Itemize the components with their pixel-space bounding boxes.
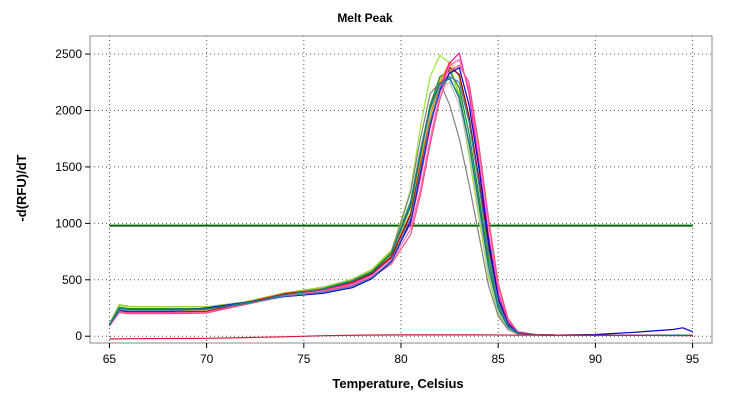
series-line-8 [108,66,693,336]
axes: 65 70 75 80 85 90 95 0 500 1000 1500 2000 2500 [55,47,699,366]
series-line-1 [108,54,693,336]
x-tick-label: 75 [297,352,311,366]
x-tick-label: 85 [492,352,506,366]
x-tick-label: 70 [200,352,214,366]
series-line-7 [108,61,693,336]
y-tick-label: 0 [75,329,82,343]
chart-title: Melt Peak [337,11,393,25]
y-tick-label: 1000 [55,216,82,230]
x-tick-label: 65 [103,352,117,366]
series-line-10 [108,59,693,336]
series-line-2 [108,69,693,336]
grid [90,36,712,343]
y-axis-label: -d(RFU)/dT [14,154,29,221]
y-tick-label: 500 [62,273,82,287]
series-line-15 [109,334,693,340]
y-tick-label: 1500 [55,160,82,174]
series-line-11 [108,64,693,336]
series-layer [108,52,693,340]
x-tick-label: 95 [686,352,700,366]
y-tick-label: 2500 [55,47,82,61]
x-axis-label: Temperature, Celsius [332,376,463,391]
y-tick-label: 2000 [55,103,82,117]
x-tick-label: 90 [589,352,603,366]
series-line-6 [108,70,693,336]
series-line-12 [108,66,693,336]
x-tick-label: 80 [394,352,408,366]
series-line-14 [108,78,693,336]
